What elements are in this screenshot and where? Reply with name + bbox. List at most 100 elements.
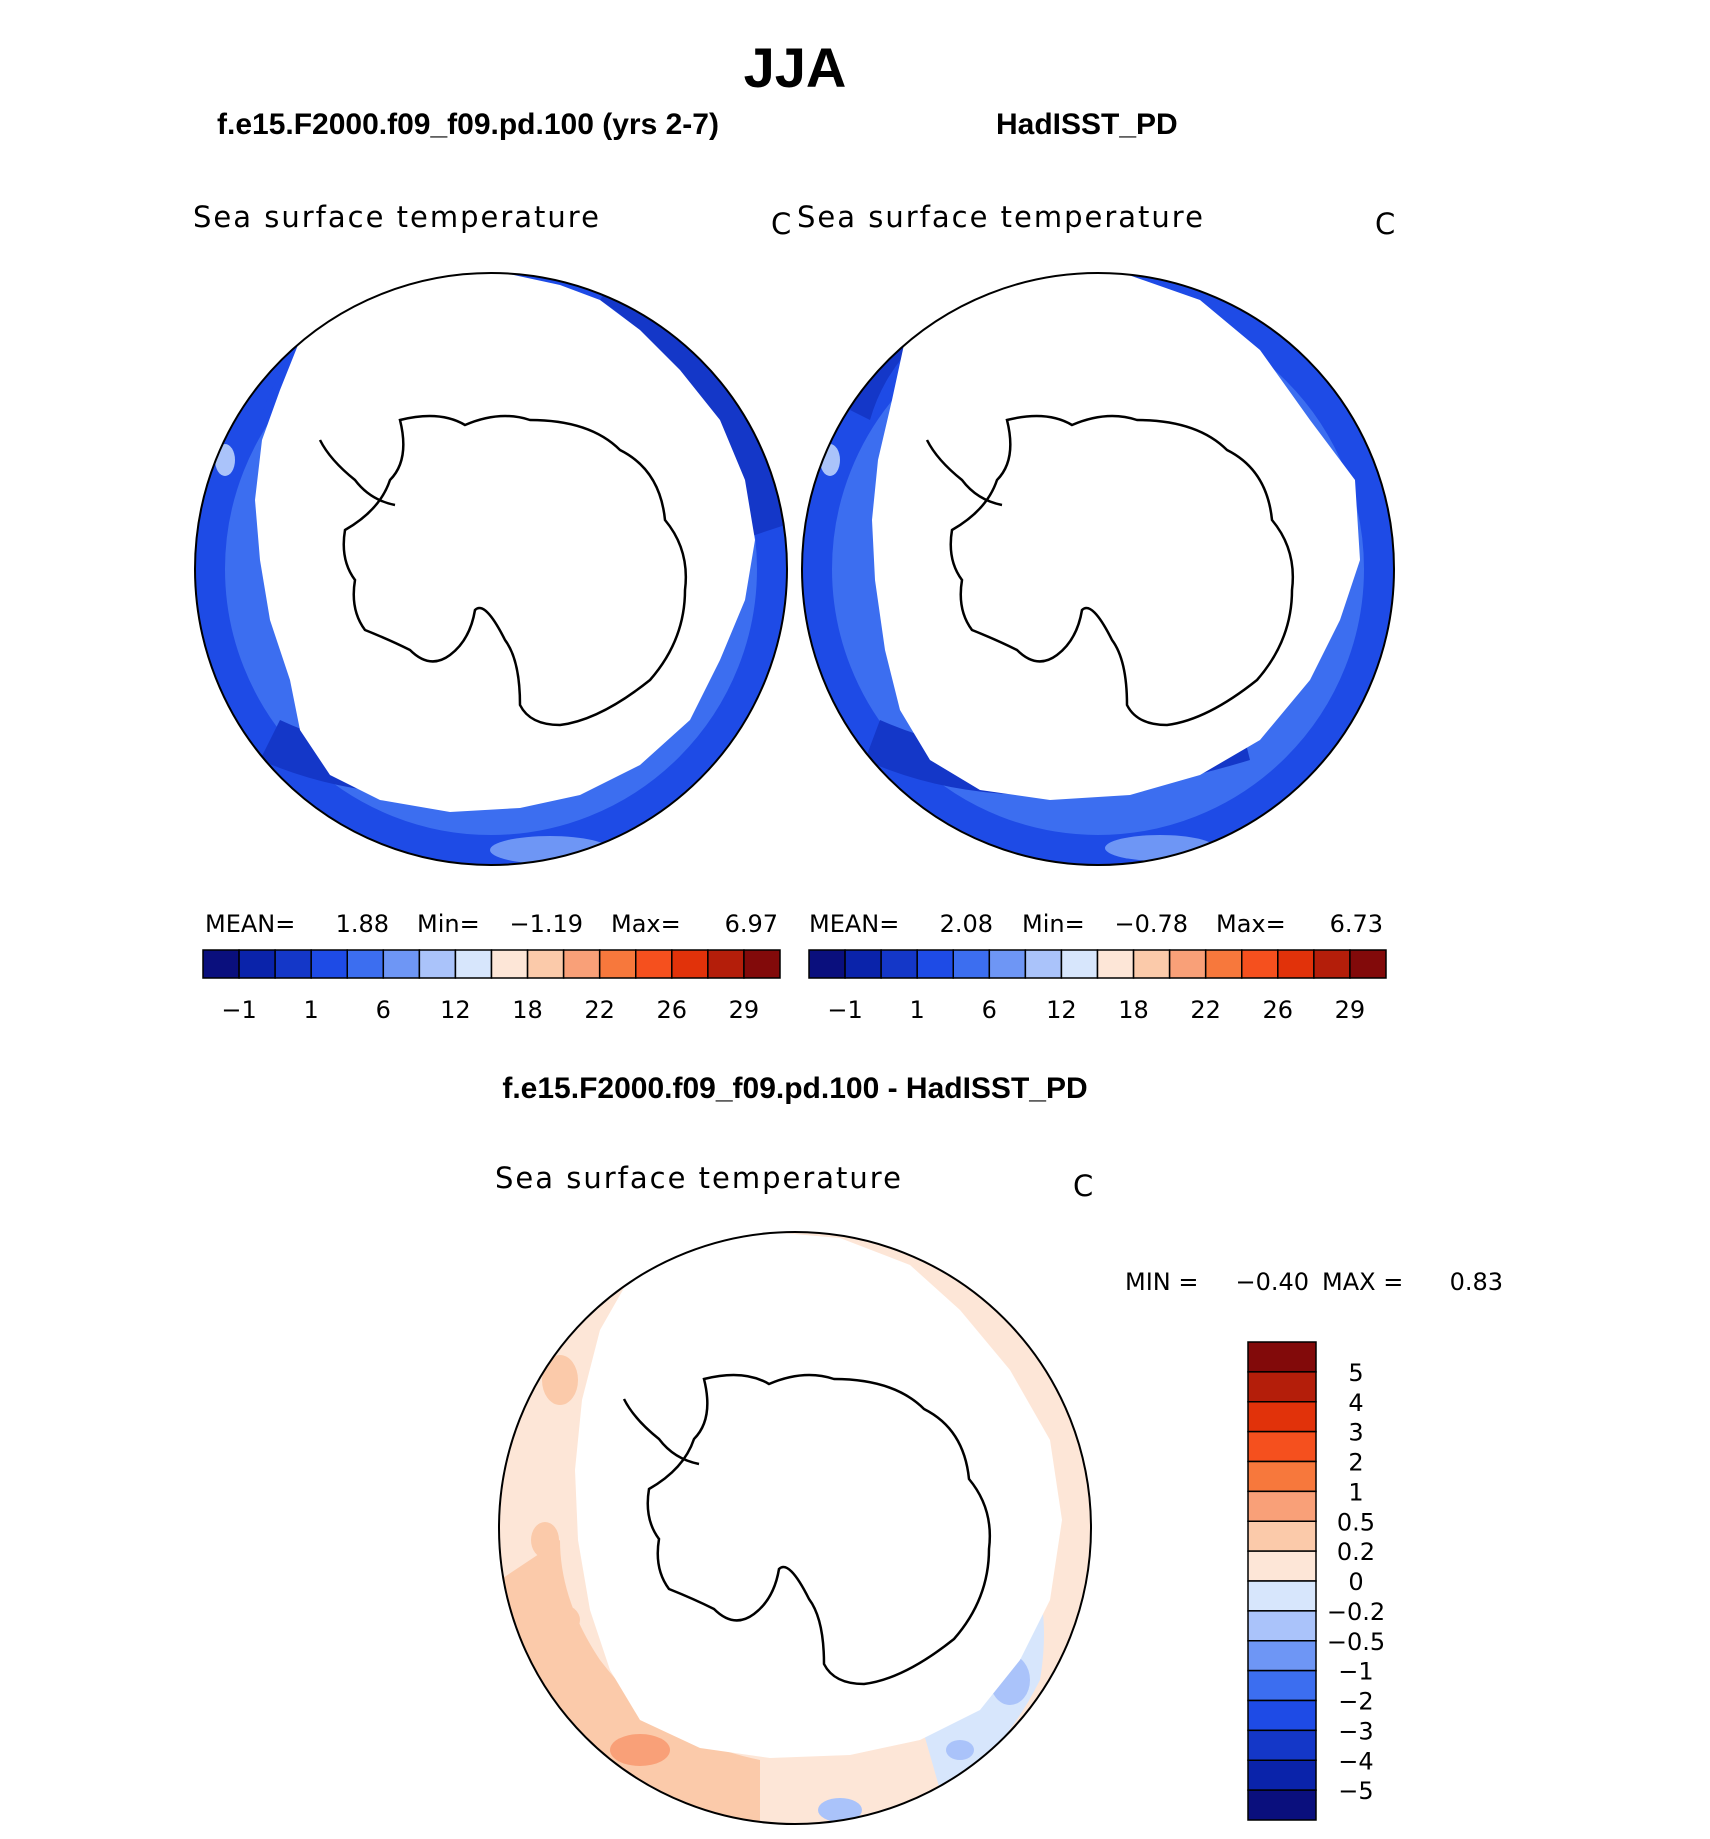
difference-colorbar-tick-label: −1 [1338, 1658, 1373, 1686]
difference-colorbar-tick-label: 5 [1348, 1359, 1363, 1387]
panel-1-colorbar-swatch [526, 949, 565, 979]
panel-2-colorbar-tick-label: 26 [1263, 996, 1294, 1024]
panel-2-colorbar: −1 1 6 12 18 22 26 29 [808, 949, 1387, 1024]
panel-1-min-label: Min= [417, 910, 480, 938]
panel-2-colorbar-swatch [988, 949, 1027, 979]
panel-2-colorbar-swatch [1060, 949, 1099, 979]
difference-colorbar-tick-label: 0.5 [1337, 1508, 1375, 1536]
panel-1-colorbar-tick-label: 22 [584, 996, 615, 1024]
panel-1-colorbar-tick-label: 12 [440, 996, 471, 1024]
panel-1-colorbar-swatch [671, 949, 709, 979]
panel-2-colorbar-tick-label: −1 [827, 996, 862, 1024]
difference-colorbar-tick-label: −0.2 [1327, 1598, 1385, 1626]
panel-2-colorbar-tick-label: 1 [910, 996, 925, 1024]
difference-max-value: 0.83 [1450, 1268, 1503, 1296]
panel-2-colorbar-swatch [1096, 949, 1135, 979]
difference-colorbar-swatch [1247, 1699, 1317, 1732]
difference-colorbar-swatch [1247, 1669, 1317, 1702]
panel-2-colorbar-swatch [916, 949, 954, 979]
panel-1-colorbar-tick-label: −1 [221, 996, 256, 1024]
panel-2-colorbar-swatch [1132, 949, 1171, 979]
panel-1-colorbar-swatch [707, 949, 745, 979]
panel-2-mean-label: MEAN= [809, 910, 899, 938]
panel-1-colorbar-swatch [562, 949, 601, 979]
panel-2-units-label: C [1375, 207, 1396, 241]
difference-max-label: MAX = [1322, 1268, 1403, 1296]
difference-colorbar-tick-label: −4 [1338, 1747, 1373, 1775]
panel-1-colorbar-swatch [274, 949, 312, 979]
panel-1-colorbar-tick-label: 1 [304, 996, 319, 1024]
panel-1-colorbar-tick-label: 18 [512, 996, 543, 1024]
difference-colorbar-swatch [1247, 1341, 1317, 1373]
difference-colorbar-swatch [1247, 1550, 1317, 1582]
panel-1-colorbar-swatch [382, 949, 421, 979]
difference-colorbar-tick-label: −3 [1338, 1717, 1373, 1745]
panel-2-colorbar-swatch [1168, 949, 1207, 979]
difference-colorbar-tick-label: 0 [1348, 1568, 1363, 1596]
figure-title: JJA [743, 36, 847, 99]
panel-1-colorbar-swatch [238, 949, 276, 979]
panel-1-units-label: C [771, 207, 792, 241]
panel-1-colorbar-swatch [490, 949, 529, 979]
panel-2-colorbar-tick-label: 6 [982, 996, 997, 1024]
difference-colorbar-swatch [1247, 1520, 1317, 1552]
panel-2-min-label: Min= [1022, 910, 1085, 938]
panel-2-max-value: 6.73 [1330, 910, 1383, 938]
difference-colorbar-swatch [1247, 1460, 1317, 1493]
difference-units-label: C [1073, 1169, 1093, 1203]
difference-colorbar-tick-label: 4 [1348, 1389, 1363, 1417]
panel-2-variable-label: Sea surface temperature [797, 200, 1205, 234]
difference-colorbar-tick-label: 2 [1348, 1449, 1363, 1477]
difference-colorbar-swatch [1247, 1729, 1317, 1761]
difference-case-title: f.e15.F2000.f09_f09.pd.100 - HadISST_PD [502, 1072, 1087, 1105]
difference-colorbar-swatch [1247, 1610, 1317, 1642]
panel-1-min-value: −1.19 [509, 910, 583, 938]
panel-2-colorbar-swatch [952, 949, 991, 979]
panel-1-colorbar-swatch [202, 949, 240, 979]
panel-1-colorbar-swatch [310, 949, 348, 979]
difference-colorbar-swatch [1247, 1580, 1317, 1612]
panel-2-colorbar-tick-label: 18 [1118, 996, 1149, 1024]
panel-2-colorbar-tick-label: 12 [1046, 996, 1077, 1024]
difference-colorbar-swatch [1247, 1759, 1317, 1791]
difference-min-label: MIN = [1125, 1268, 1198, 1296]
panel-2-case-title: HadISST_PD [996, 108, 1178, 141]
panel-1-colorbar-tick-label: 26 [657, 996, 688, 1024]
difference-sst-map [498, 1231, 1092, 1825]
difference-colorbar-tick-label: 1 [1348, 1478, 1363, 1506]
panel-2-min-value: −0.78 [1114, 910, 1188, 938]
panel-1-colorbar-swatch [598, 949, 637, 979]
difference-colorbar-tick-label: −2 [1338, 1688, 1373, 1716]
difference-variable-label: Sea surface temperature [495, 1161, 903, 1195]
panel-1-colorbar-swatch [418, 949, 457, 979]
panel-2-colorbar-tick-label: 29 [1335, 996, 1366, 1024]
panel-1-case-title: f.e15.F2000.f09_f09.pd.100 (yrs 2-7) [217, 108, 719, 141]
panel-1-colorbar-swatch [743, 949, 781, 979]
panel-2-mean-value: 2.08 [940, 910, 993, 938]
panel-2-colorbar-tick-label: 22 [1190, 996, 1221, 1024]
difference-min-value: −0.40 [1235, 1268, 1309, 1296]
panel-2-colorbar-swatch [844, 949, 882, 979]
difference-colorbar-tick-label: −0.5 [1327, 1628, 1385, 1656]
difference-colorbar-tick-label: −5 [1338, 1777, 1373, 1805]
panel-1-colorbar-tick-label: 6 [376, 996, 391, 1024]
panel-1-colorbar-swatch [454, 949, 493, 979]
panel-1-sst-map [194, 272, 788, 866]
difference-colorbar-swatch [1247, 1401, 1317, 1433]
difference-colorbar-swatch [1247, 1789, 1317, 1821]
panel-1-max-value: 6.97 [725, 910, 778, 938]
panel-2-sst-map [801, 272, 1395, 866]
panel-2-colorbar-swatch [1313, 949, 1351, 979]
panel-1-variable-label: Sea surface temperature [193, 200, 601, 234]
difference-colorbar-swatch [1247, 1640, 1317, 1672]
difference-colorbar-swatch [1247, 1371, 1317, 1403]
difference-colorbar-tick-label: 0.2 [1337, 1538, 1375, 1566]
panel-2-colorbar-swatch [808, 949, 846, 979]
difference-colorbar-tick-label: 3 [1348, 1419, 1363, 1447]
panel-1-colorbar-tick-label: 29 [729, 996, 760, 1024]
panel-1-max-label: Max= [611, 910, 681, 938]
panel-2-max-label: Max= [1216, 910, 1286, 938]
panel-2-colorbar-swatch [880, 949, 918, 979]
